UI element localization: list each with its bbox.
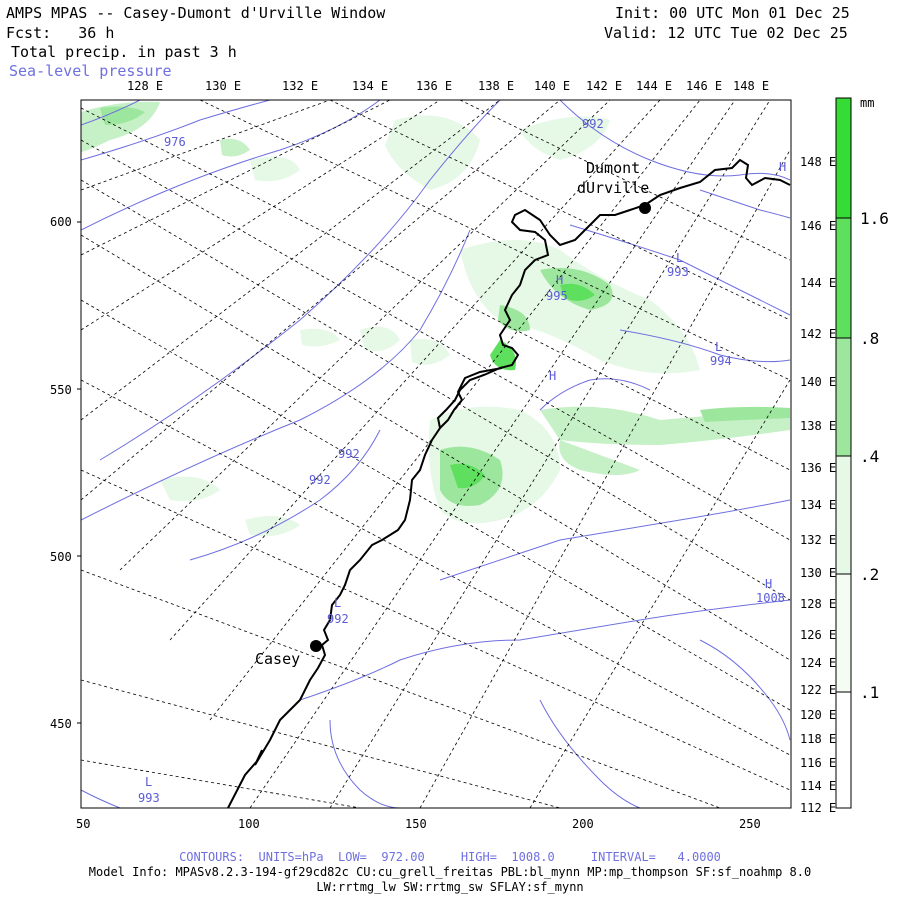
top-lon-label: 148 E: [733, 79, 769, 93]
colorbar-level-1: [836, 574, 851, 692]
dumont-label-line2: dUrville: [577, 179, 649, 197]
high-label: H: [556, 273, 563, 287]
right-lon-label: 126 E: [800, 628, 836, 642]
init-time: Init: 00 UTC Mon 01 Dec 25: [615, 4, 850, 22]
right-lon-label: 148 E: [800, 155, 836, 169]
top-lon-label: 142 E: [586, 79, 622, 93]
top-lon-label: 144 E: [636, 79, 672, 93]
right-lon-label: 144 E: [800, 276, 836, 290]
right-lon-label: 136 E: [800, 461, 836, 475]
colorbar-label: 1.6: [860, 209, 889, 228]
left-axis: 600 550 500 450: [50, 215, 81, 731]
overlay-name: Sea-level pressure: [9, 62, 172, 80]
right-lon-label: 120 E: [800, 708, 836, 722]
top-lon-axis: 128 E 130 E 132 E 134 E 136 E 138 E 140 …: [127, 79, 769, 93]
right-lon-label: 124 E: [800, 656, 836, 670]
pressure-label: 976: [164, 135, 186, 149]
model-info: Model Info: MPASv8.2.3-194-gf29cd82c CU:…: [88, 865, 812, 879]
bottom-axis: 50 100 150 200 250: [76, 817, 761, 831]
forecast-hour: Fcst: 36 h: [6, 24, 115, 42]
low-label: L: [715, 340, 722, 354]
low-label: L: [676, 251, 683, 265]
pressure-label: 992: [327, 612, 349, 626]
top-lon-label: 138 E: [478, 79, 514, 93]
top-lon-label: 140 E: [534, 79, 570, 93]
bottom-axis-label: 100: [238, 817, 260, 831]
bottom-axis-label: 250: [739, 817, 761, 831]
colorbar-level-5: [836, 98, 851, 218]
colorbar-level-4: [836, 218, 851, 338]
pressure-label: 1008: [756, 591, 785, 605]
right-lon-label: 132 E: [800, 533, 836, 547]
right-lon-label: 130 E: [800, 566, 836, 580]
left-axis-label: 450: [50, 717, 72, 731]
precip-shading: [81, 101, 790, 537]
top-lon-label: 146 E: [686, 79, 722, 93]
pressure-label: 994: [710, 354, 732, 368]
top-lon-label: 130 E: [205, 79, 241, 93]
pressure-label: 992: [582, 117, 604, 131]
right-lon-label: 128 E: [800, 597, 836, 611]
map-title: AMPS MPAS -- Casey-Dumont d'Urville Wind…: [6, 4, 386, 22]
colorbar-label: .1: [860, 683, 879, 702]
extrema-labels: H L H L L H L H: [145, 160, 786, 789]
colorbar-level-2: [836, 456, 851, 574]
casey-station-marker: [310, 640, 322, 652]
colorbar-level-0: [836, 692, 851, 808]
right-lon-label: 118 E: [800, 732, 836, 746]
colorbar-unit: mm: [860, 96, 874, 110]
left-axis-label: 500: [50, 550, 72, 564]
top-lon-label: 128 E: [127, 79, 163, 93]
right-lon-label: 138 E: [800, 419, 836, 433]
pressure-label: 993: [138, 791, 160, 805]
right-lon-label: 112 E: [800, 801, 836, 815]
pressure-labels: 976 992 995 993 994 992 992 992 993 1008: [138, 117, 785, 805]
dumont-durville-station-marker: [639, 202, 651, 214]
high-label: H: [549, 369, 556, 383]
colorbar-level-3: [836, 338, 851, 456]
colorbar: mm 1.6 .8 .4 .2 .1: [835, 96, 889, 809]
left-axis-label: 550: [50, 383, 72, 397]
right-lon-label: 122 E: [800, 683, 836, 697]
bottom-axis-label: 150: [405, 817, 427, 831]
pressure-label: 995: [546, 289, 568, 303]
map-frame: [80, 99, 792, 809]
valid-time: Valid: 12 UTC Tue 02 Dec 25: [604, 24, 848, 42]
right-lon-axis: 148 E 146 E 144 E 142 E 140 E 138 E 136 …: [800, 155, 836, 815]
bottom-axis-label: 50: [76, 817, 90, 831]
right-lon-label: 116 E: [800, 756, 836, 770]
model-info-physics: LW:rrtmg_lw SW:rrtmg_sw SFLAY:sf_mynn: [316, 880, 584, 894]
right-lon-label: 134 E: [800, 498, 836, 512]
dumont-label-line1: Dumont: [586, 159, 640, 177]
pressure-label: 992: [309, 473, 331, 487]
top-lon-label: 134 E: [352, 79, 388, 93]
right-lon-label: 146 E: [800, 219, 836, 233]
contour-info: CONTOURS: UNITS=hPa LOW= 972.00 HIGH= 10…: [179, 850, 721, 864]
colorbar-label: .8: [860, 329, 879, 348]
latlon-grid: [81, 100, 791, 808]
field-name: Total precip. in past 3 h: [11, 43, 237, 61]
pressure-label: 993: [667, 265, 689, 279]
pressure-contours: [81, 100, 791, 808]
coastline: [227, 158, 791, 808]
casey-label: Casey: [255, 650, 300, 668]
pressure-label: 992: [338, 447, 360, 461]
high-label: H: [779, 160, 786, 174]
colorbar-label: .4: [860, 447, 879, 466]
high-label: H: [765, 577, 772, 591]
left-axis-label: 600: [50, 215, 72, 229]
colorbar-label: .2: [860, 565, 879, 584]
top-lon-label: 132 E: [282, 79, 318, 93]
low-label: L: [334, 596, 341, 610]
right-lon-label: 114 E: [800, 779, 836, 793]
right-lon-label: 142 E: [800, 327, 836, 341]
low-label: L: [145, 775, 152, 789]
bottom-axis-label: 200: [572, 817, 594, 831]
top-lon-label: 136 E: [416, 79, 452, 93]
right-lon-label: 140 E: [800, 375, 836, 389]
